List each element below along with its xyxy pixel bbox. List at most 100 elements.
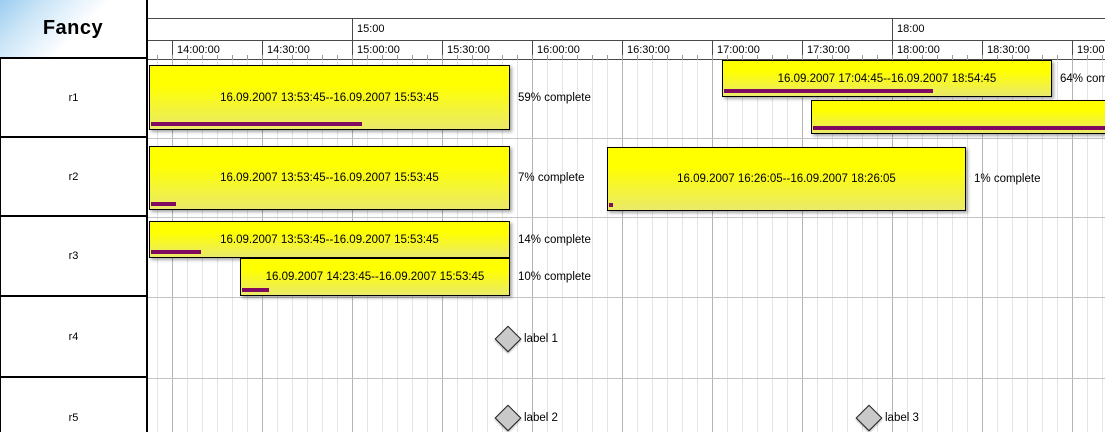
major-gridline xyxy=(982,60,983,432)
task-bar-r3[interactable]: 16.09.2007 13:53:45--16.09.2007 15:53:45 xyxy=(149,221,510,258)
minor-tick-mark xyxy=(397,55,398,60)
task-bar-r2[interactable]: 16.09.2007 16:26:05--16.09.2007 18:26:05 xyxy=(607,147,966,211)
half-hour-tick-label: 18:00:00 xyxy=(897,44,940,56)
minor-tick-mark xyxy=(442,55,443,60)
row-header-r2[interactable]: r2 xyxy=(0,138,146,217)
task-bar-r1[interactable] xyxy=(811,100,1105,134)
scale-bottom-line xyxy=(148,59,1105,60)
task-percent-label: 7% complete xyxy=(518,172,585,184)
task-progress-line xyxy=(724,89,933,93)
half-hour-tick-line xyxy=(352,40,353,60)
minor-tick-mark xyxy=(967,55,968,60)
minor-gridline xyxy=(547,60,548,432)
minor-tick-mark xyxy=(367,55,368,60)
minor-tick-mark xyxy=(502,55,503,60)
task-bar-r3[interactable]: 16.09.2007 14:23:45--16.09.2007 15:53:45 xyxy=(240,258,510,296)
minor-gridline xyxy=(697,60,698,432)
minor-tick-mark xyxy=(622,55,623,60)
row-header-label: r5 xyxy=(68,411,79,424)
minor-gridline xyxy=(862,60,863,432)
minor-tick-mark xyxy=(922,55,923,60)
minor-gridline xyxy=(682,60,683,432)
task-bar-label: 16.09.2007 14:23:45--16.09.2007 15:53:45 xyxy=(265,271,485,283)
minor-gridline xyxy=(592,60,593,432)
half-hour-tick-line xyxy=(802,40,803,60)
minor-tick-mark xyxy=(802,55,803,60)
row-separator-line xyxy=(148,297,1105,298)
row-header-label: r4 xyxy=(68,330,79,343)
task-progress-line xyxy=(151,250,201,254)
task-bar-r2[interactable]: 16.09.2007 13:53:45--16.09.2007 15:53:45 xyxy=(149,146,510,210)
hour-tick-line xyxy=(352,18,353,40)
minor-tick-mark xyxy=(487,55,488,60)
task-percent-label: 10% complete xyxy=(518,271,591,283)
scale-mid-line xyxy=(148,40,1105,41)
task-progress-line xyxy=(813,126,1105,130)
minor-tick-mark xyxy=(892,55,893,60)
major-gridline xyxy=(802,60,803,432)
minor-tick-mark xyxy=(1012,55,1013,60)
minor-tick-mark xyxy=(232,55,233,60)
task-bar-label: 16.09.2007 16:26:05--16.09.2007 18:26:05 xyxy=(677,173,896,185)
app-title: Fancy xyxy=(42,17,104,39)
major-gridline xyxy=(892,60,893,432)
row-separator-line xyxy=(148,378,1105,379)
minor-tick-mark xyxy=(577,55,578,60)
scale-top-line xyxy=(148,18,1105,19)
minor-tick-mark xyxy=(1072,55,1073,60)
minor-tick-mark xyxy=(787,55,788,60)
minor-gridline xyxy=(727,60,728,432)
task-bar-r1[interactable]: 16.09.2007 17:04:45--16.09.2007 18:54:45 xyxy=(722,60,1052,97)
half-hour-tick-label: 15:00:00 xyxy=(357,44,400,56)
minor-tick-mark xyxy=(382,55,383,60)
minor-tick-mark xyxy=(847,55,848,60)
minor-gridline xyxy=(877,60,878,432)
milestone-diamond[interactable] xyxy=(855,404,883,432)
minor-tick-mark xyxy=(337,55,338,60)
minor-gridline xyxy=(847,60,848,432)
minor-gridline xyxy=(577,60,578,432)
minor-tick-mark xyxy=(247,55,248,60)
minor-gridline xyxy=(652,60,653,432)
row-header-r3[interactable]: r3 xyxy=(0,217,146,297)
minor-tick-mark xyxy=(682,55,683,60)
task-progress-line xyxy=(151,122,362,126)
minor-tick-mark xyxy=(412,55,413,60)
minor-tick-mark xyxy=(727,55,728,60)
minor-tick-mark xyxy=(472,55,473,60)
minor-gridline xyxy=(1102,60,1103,432)
minor-tick-mark xyxy=(832,55,833,60)
milestone-label: label 3 xyxy=(885,412,919,424)
sidebar-title-cell: Fancy xyxy=(0,0,146,59)
minor-tick-mark xyxy=(562,55,563,60)
minor-gridline xyxy=(997,60,998,432)
row-separator-line xyxy=(148,138,1105,139)
minor-tick-mark xyxy=(772,55,773,60)
row-header-r4[interactable]: r4 xyxy=(0,297,146,378)
task-bar-label: 16.09.2007 13:53:45--16.09.2007 15:53:45 xyxy=(220,233,439,246)
hour-tick-label: 15:00 xyxy=(357,23,385,35)
minor-tick-mark xyxy=(997,55,998,60)
minor-tick-mark xyxy=(1087,55,1088,60)
half-hour-tick-label: 16:00:00 xyxy=(537,44,580,56)
minor-tick-mark xyxy=(277,55,278,60)
half-hour-tick-line xyxy=(532,40,533,60)
minor-tick-mark xyxy=(532,55,533,60)
row-header-panel: Fancy r1 r2 r3 r4 r5 xyxy=(0,0,148,432)
minor-tick-mark xyxy=(457,55,458,60)
task-bar-r1[interactable]: 16.09.2007 13:53:45--16.09.2007 15:53:45 xyxy=(149,65,510,130)
minor-tick-mark xyxy=(1027,55,1028,60)
minor-gridline xyxy=(787,60,788,432)
half-hour-tick-line xyxy=(982,40,983,60)
minor-gridline xyxy=(1012,60,1013,432)
row-header-r1[interactable]: r1 xyxy=(0,59,146,138)
milestone-label: label 1 xyxy=(524,333,558,345)
minor-gridline xyxy=(757,60,758,432)
minor-gridline xyxy=(1057,60,1058,432)
row-header-r5[interactable]: r5 xyxy=(0,378,146,432)
minor-gridline xyxy=(967,60,968,432)
task-percent-label: 14% complete xyxy=(518,233,591,246)
half-hour-tick-label: 18:30:00 xyxy=(987,44,1030,56)
half-hour-tick-line xyxy=(1072,40,1073,60)
